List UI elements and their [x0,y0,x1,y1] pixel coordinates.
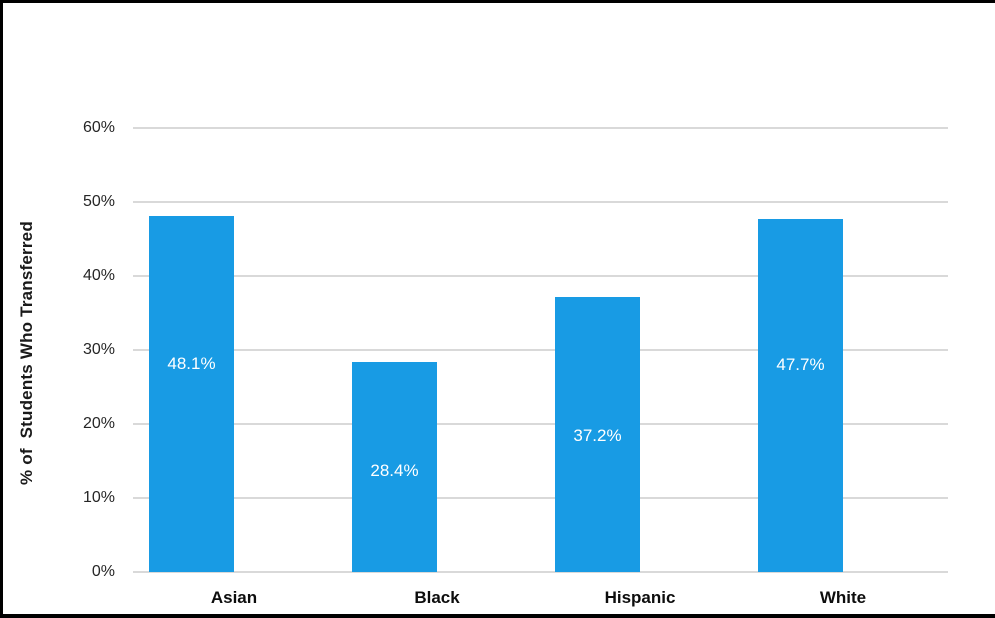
category-label-hispanic: Hispanic [604,588,676,607]
data-label-hispanic: 37.2% [573,426,622,445]
y-axis-title: % of Students Who Transferred [17,221,36,485]
bar-hispanic [555,296,640,572]
gridline-10% [133,497,948,499]
y-tick-label: 20% [82,415,115,432]
y-tick-label: 30% [82,341,115,358]
y-tick-label: 50% [82,193,115,210]
gridline-40% [133,275,948,277]
y-tick-label: 0% [91,563,115,580]
gridline-20% [133,423,948,425]
category-label-black: Black [414,588,460,607]
y-tick-label: 60% [82,119,115,136]
bar-black [352,361,437,572]
bar-white [758,219,843,572]
category-label-white: White [819,588,867,607]
gridline-60% [133,127,948,129]
y-tick-label: 10% [82,489,115,506]
data-label-white: 47.7% [776,355,825,374]
gridline-30% [133,349,948,351]
data-label-asian: 48.1% [167,354,216,373]
gridline-50% [133,201,948,203]
category-label-asian: Asian [210,588,258,607]
y-tick-label: 40% [82,267,115,284]
gridline-0% [133,571,948,573]
data-label-black: 28.4% [370,461,419,480]
bar-asian [149,216,234,572]
